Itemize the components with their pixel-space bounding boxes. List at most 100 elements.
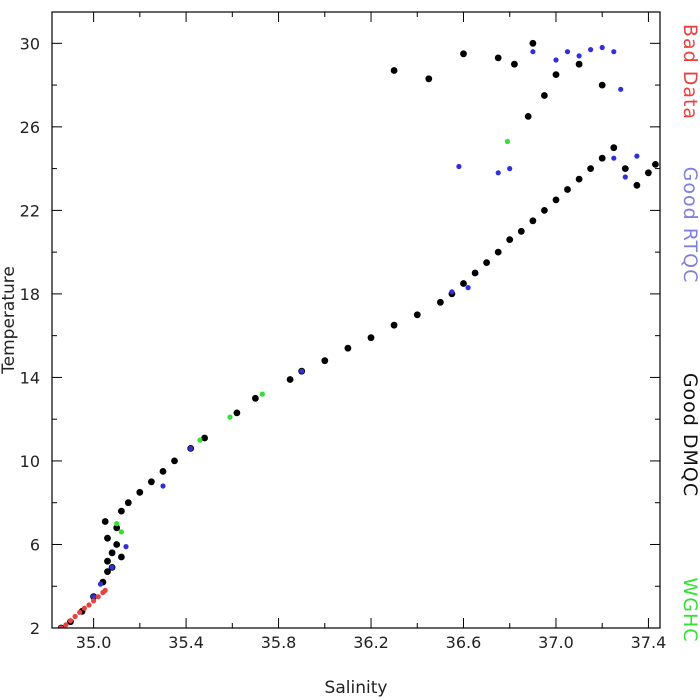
- good-rtqc-point: [465, 285, 471, 291]
- good-dmqc-point: [587, 165, 594, 173]
- good-dmqc-point: [633, 181, 641, 189]
- wghc-point: [504, 138, 510, 145]
- good-rtqc-point: [618, 86, 624, 92]
- y-axis-title: Temperature: [0, 266, 19, 375]
- legend-label: Good DMQC: [679, 373, 700, 497]
- bad-data-point: [67, 618, 74, 624]
- good-dmqc-point: [575, 60, 583, 68]
- good-dmqc-point: [118, 553, 125, 561]
- good-dmqc-point: [598, 154, 606, 162]
- good-dmqc-point: [552, 71, 560, 78]
- good-dmqc-point: [118, 507, 125, 515]
- wghc-point: [114, 521, 120, 527]
- good-dmqc-point: [390, 67, 398, 74]
- bad-data-point: [81, 605, 87, 611]
- good-dmqc-point: [148, 478, 155, 486]
- y-tick-label: 6: [30, 535, 40, 554]
- good-rtqc-point: [599, 44, 605, 51]
- good-dmqc-point: [494, 54, 502, 62]
- good-dmqc-point: [171, 457, 178, 465]
- bad-data-point: [63, 622, 69, 628]
- bad-data-point: [91, 598, 97, 604]
- x-tick-label: 36.2: [353, 633, 389, 652]
- bad-data-point: [72, 613, 78, 620]
- legend-label: Bad Data: [679, 24, 700, 120]
- good-dmqc-point: [652, 161, 659, 168]
- good-dmqc-point: [437, 298, 444, 306]
- good-dmqc-point: [517, 227, 525, 235]
- good-dmqc-point: [367, 334, 375, 342]
- x-tick-label: 37.4: [631, 633, 667, 652]
- good-dmqc-point: [460, 280, 467, 287]
- good-dmqc-point: [471, 269, 479, 277]
- good-dmqc-point: [113, 524, 121, 532]
- good-dmqc-point: [104, 568, 111, 575]
- good-rtqc-point: [109, 564, 115, 571]
- y-tick-label: 10: [20, 452, 40, 471]
- good-dmqc-point: [645, 169, 652, 177]
- good-rtqc-point: [622, 174, 628, 180]
- good-dmqc-point: [610, 144, 618, 152]
- good-dmqc-point: [529, 39, 537, 47]
- y-tick-label: 30: [20, 34, 40, 53]
- good-dmqc-point: [575, 175, 583, 183]
- good-rtqc-point: [634, 153, 640, 159]
- y-tick-label: 26: [20, 118, 40, 137]
- wghc-point: [118, 529, 124, 535]
- x-tick-label: 35.0: [76, 633, 112, 652]
- y-tick-label: 22: [20, 201, 40, 220]
- good-dmqc-point: [564, 186, 571, 193]
- good-dmqc-point: [524, 113, 532, 120]
- legend-label: WGHC: [679, 577, 700, 642]
- good-rtqc-point: [495, 170, 501, 176]
- good-rtqc-point: [611, 155, 617, 161]
- bad-data-point: [86, 602, 92, 608]
- bad-data-point: [58, 625, 64, 628]
- good-dmqc-point: [529, 217, 537, 225]
- good-dmqc-point: [621, 165, 629, 173]
- good-dmqc-point: [108, 549, 116, 557]
- good-dmqc-point: [506, 236, 514, 244]
- good-rtqc-point: [576, 53, 582, 59]
- wghc-point: [259, 391, 265, 397]
- x-tick-label: 36.6: [446, 633, 482, 652]
- good-dmqc-point: [104, 534, 111, 542]
- good-dmqc-point: [252, 394, 259, 402]
- good-dmqc-point: [159, 468, 167, 475]
- y-tick-label: 14: [20, 368, 40, 387]
- y-tick-label: 2: [30, 619, 40, 638]
- good-dmqc-point: [390, 321, 398, 329]
- ticks-layer: 35.0 35.4 35.8 36.2 36.6 37.0 37.4261014182226…: [20, 12, 667, 652]
- good-rtqc-point: [564, 49, 571, 55]
- good-rtqc-point: [611, 49, 617, 55]
- x-tick-label: 35.4: [168, 633, 204, 652]
- plot-frame: [51, 11, 661, 629]
- good-rtqc-point: [188, 445, 194, 451]
- good-rtqc-point: [91, 594, 97, 600]
- bad-data-point: [95, 594, 101, 600]
- points-layer: [57, 39, 659, 628]
- good-dmqc-point: [541, 207, 548, 214]
- x-tick-label: 37.0: [538, 633, 574, 652]
- good-rtqc-point: [456, 163, 462, 170]
- good-dmqc-point: [511, 60, 518, 68]
- bad-data-point: [77, 609, 83, 615]
- bad-data-point: [102, 587, 108, 594]
- x-tick-label: 35.8: [261, 633, 297, 652]
- good-dmqc-point: [413, 311, 421, 319]
- legend: Bad Data Good RTQC Good DMQC WGHC: [679, 24, 700, 643]
- good-dmqc-point: [136, 488, 144, 496]
- y-tick-label: 18: [20, 285, 40, 304]
- wghc-point: [197, 437, 203, 443]
- good-rtqc-point: [449, 289, 455, 295]
- good-dmqc-point: [494, 248, 502, 256]
- good-rtqc-point: [123, 544, 129, 550]
- good-dmqc-point: [598, 81, 606, 89]
- good-rtqc-point: [530, 49, 536, 55]
- good-dmqc-point: [541, 92, 548, 99]
- good-rtqc-point: [160, 483, 166, 489]
- good-dmqc-point: [460, 50, 467, 58]
- good-dmqc-point: [104, 557, 111, 565]
- x-axis-title: Salinity: [325, 678, 388, 698]
